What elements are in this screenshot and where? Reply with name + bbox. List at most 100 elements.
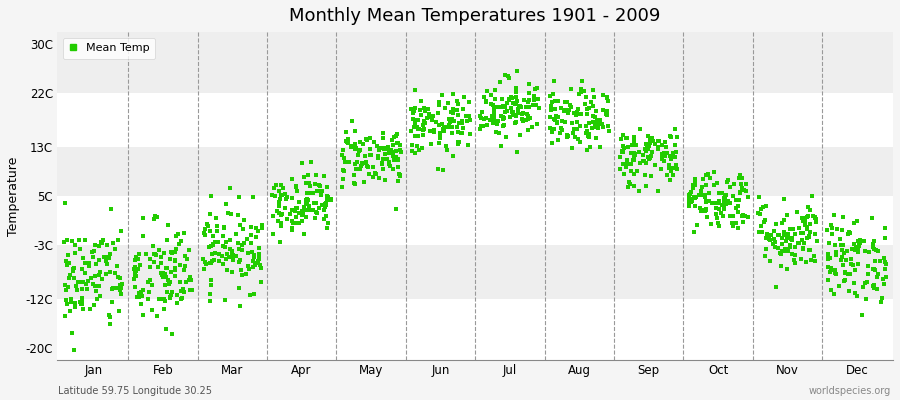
Point: [386, 166, 400, 172]
Point: [514, 104, 528, 111]
Point: [294, 208, 309, 214]
Point: [586, 103, 600, 109]
Point: [252, 256, 266, 262]
Point: [68, 300, 83, 306]
Point: [219, 201, 233, 207]
Point: [571, 106, 585, 112]
Point: [781, 248, 796, 254]
Point: [648, 162, 662, 168]
Point: [143, 256, 157, 262]
Point: [868, 247, 883, 254]
Point: [823, 255, 837, 261]
Point: [688, 194, 703, 200]
Point: [867, 266, 881, 272]
Point: [688, 182, 702, 188]
Point: [645, 134, 660, 141]
Point: [320, 184, 334, 190]
Point: [808, 214, 823, 220]
Point: [879, 260, 894, 267]
Point: [847, 220, 861, 226]
Point: [303, 190, 318, 196]
Point: [268, 182, 283, 188]
Point: [182, 277, 196, 284]
Point: [296, 230, 310, 237]
Point: [371, 153, 385, 160]
Point: [424, 114, 438, 120]
Point: [217, 224, 231, 231]
Point: [440, 147, 454, 153]
Point: [405, 148, 419, 155]
Point: [229, 253, 243, 260]
Point: [69, 283, 84, 289]
Point: [307, 200, 321, 206]
Point: [637, 146, 652, 152]
Point: [66, 268, 80, 274]
Point: [306, 207, 320, 214]
Point: [184, 277, 198, 283]
Point: [347, 180, 362, 186]
Point: [807, 258, 822, 264]
Point: [850, 249, 865, 255]
Point: [728, 205, 742, 212]
Point: [436, 167, 450, 173]
Point: [847, 241, 861, 247]
Point: [615, 149, 629, 155]
Point: [392, 147, 407, 154]
Point: [572, 91, 586, 98]
Point: [554, 104, 568, 111]
Point: [415, 127, 429, 133]
Point: [252, 251, 266, 257]
Point: [205, 251, 220, 258]
Point: [475, 123, 490, 129]
Point: [177, 289, 192, 296]
Point: [290, 220, 304, 226]
Point: [509, 94, 524, 100]
Point: [409, 132, 423, 139]
Point: [309, 200, 323, 206]
Point: [320, 225, 334, 231]
Point: [363, 146, 377, 153]
Point: [528, 101, 543, 108]
Point: [838, 269, 852, 276]
Point: [721, 197, 735, 204]
Point: [767, 236, 781, 242]
Point: [473, 113, 488, 119]
Point: [57, 239, 71, 246]
Point: [773, 250, 788, 256]
Point: [319, 202, 333, 208]
Point: [311, 204, 326, 211]
Point: [474, 123, 489, 130]
Point: [206, 241, 220, 247]
Point: [302, 207, 316, 214]
Point: [337, 155, 351, 162]
Point: [720, 179, 734, 185]
Point: [712, 206, 726, 212]
Point: [455, 120, 470, 126]
Point: [433, 133, 447, 140]
Point: [759, 203, 773, 210]
Point: [380, 145, 394, 152]
Point: [129, 268, 143, 274]
Point: [243, 292, 257, 298]
Point: [544, 102, 558, 109]
Point: [338, 138, 353, 144]
Point: [143, 264, 157, 270]
Point: [87, 242, 102, 248]
Point: [225, 248, 239, 254]
Point: [616, 161, 630, 168]
Point: [494, 113, 508, 119]
Point: [870, 274, 885, 280]
Point: [476, 116, 491, 122]
Point: [794, 256, 808, 262]
Point: [127, 266, 141, 273]
Point: [362, 171, 376, 177]
Point: [774, 251, 788, 258]
Point: [274, 182, 288, 188]
Point: [151, 264, 166, 270]
Point: [626, 142, 640, 148]
Point: [406, 116, 420, 122]
Point: [114, 228, 129, 234]
Point: [600, 94, 615, 101]
Point: [821, 256, 835, 262]
Point: [93, 269, 107, 275]
